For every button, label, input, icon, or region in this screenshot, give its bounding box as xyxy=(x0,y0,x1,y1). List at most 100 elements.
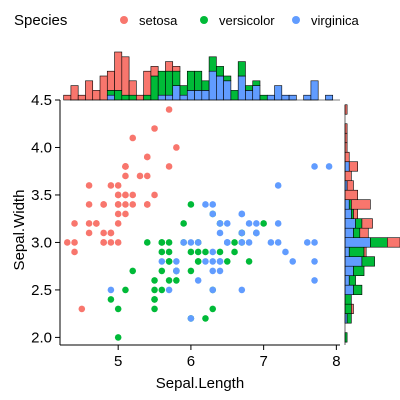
point-virginica xyxy=(289,258,297,265)
point-virginica xyxy=(311,277,318,284)
top-hist-bar-virginica xyxy=(325,94,334,101)
top-hist-bar-virginica xyxy=(223,80,232,101)
point-virginica xyxy=(194,277,202,284)
point-setosa xyxy=(114,191,122,199)
point-versicolor xyxy=(158,248,166,256)
right-hist-bar-virginica xyxy=(344,246,350,257)
top-hist-bar-versicolor xyxy=(237,61,246,77)
point-setosa xyxy=(114,182,122,189)
point-versicolor xyxy=(245,258,253,265)
right-hist-bar-setosa xyxy=(351,303,354,314)
y-tick-label: 4.0 xyxy=(31,139,52,156)
point-versicolor xyxy=(129,267,137,275)
point-versicolor xyxy=(122,286,129,294)
right-hist-bar-setosa xyxy=(344,104,348,115)
right-hist-bar-virginica xyxy=(344,275,350,286)
right-hist-bar-setosa xyxy=(344,170,352,182)
point-versicolor xyxy=(151,286,158,294)
x-tick-label: 8 xyxy=(332,353,340,370)
point-versicolor xyxy=(165,248,173,256)
right-hist-bar-setosa xyxy=(387,237,400,248)
y-axis-ticks: 2.0 2.5 3.0 3.5 4.0 4.5 xyxy=(31,92,60,346)
point-setosa xyxy=(129,191,137,199)
data-points xyxy=(63,106,333,341)
point-virginica xyxy=(216,258,224,265)
point-versicolor xyxy=(194,258,202,265)
right-hist-bar-versicolor xyxy=(353,284,363,295)
point-versicolor xyxy=(180,220,187,227)
legend-title: Species xyxy=(14,12,67,29)
point-setosa xyxy=(151,191,158,199)
top-hist-bar-versicolor xyxy=(216,66,224,77)
top-hist-bar-setosa xyxy=(150,66,159,77)
point-versicolor xyxy=(143,239,151,246)
top-hist-bar-versicolor xyxy=(230,90,239,101)
top-hist-bar-setosa xyxy=(143,70,152,96)
x-axis-ticks: 5 6 7 8 xyxy=(114,345,341,370)
point-versicolor xyxy=(223,258,231,265)
top-hist-bar-setosa xyxy=(70,85,79,101)
point-setosa xyxy=(107,239,115,246)
top-hist-bar-virginica xyxy=(208,70,217,101)
right-hist-bar-versicolor xyxy=(355,218,363,229)
point-setosa xyxy=(93,220,100,227)
legend-key-virginica xyxy=(292,16,300,24)
top-hist-bar-virginica xyxy=(266,94,275,101)
right-hist-bar-versicolor xyxy=(344,332,348,343)
point-setosa xyxy=(173,144,180,151)
point-virginica xyxy=(165,286,173,294)
right-hist-bar-setosa xyxy=(361,218,373,229)
scatter-panel: 5 6 7 8 2.0 2.5 3.0 3.5 4.0 4.5 xyxy=(31,92,340,370)
point-versicolor xyxy=(187,267,195,275)
point-virginica xyxy=(274,239,282,246)
point-setosa xyxy=(85,229,93,237)
top-hist-bar-virginica xyxy=(165,94,174,101)
point-virginica xyxy=(209,258,217,265)
point-versicolor xyxy=(187,248,195,256)
point-versicolor xyxy=(158,267,166,275)
point-setosa xyxy=(122,172,129,180)
point-setosa xyxy=(100,239,107,246)
point-setosa xyxy=(85,201,93,208)
right-hist-bar-virginica xyxy=(344,180,348,191)
point-setosa xyxy=(122,163,129,170)
top-hist-bar-versicolor xyxy=(208,56,217,72)
right-hist-bar-versicolor xyxy=(351,208,354,220)
right-hist-bar-versicolor xyxy=(348,246,365,257)
point-setosa xyxy=(122,210,129,218)
point-setosa xyxy=(85,182,93,189)
top-hist-bar-versicolor xyxy=(165,70,174,96)
point-setosa xyxy=(151,125,158,132)
right-hist-bar-versicolor xyxy=(361,256,375,267)
point-virginica xyxy=(216,220,224,227)
y-tick-label: 2.5 xyxy=(31,282,52,299)
right-hist-bar-virginica xyxy=(344,265,354,276)
top-hist-bar-virginica xyxy=(288,94,297,101)
point-setosa xyxy=(85,220,93,227)
right-hist-bar-versicolor xyxy=(344,294,352,305)
point-setosa xyxy=(71,220,78,227)
right-hist-bar-setosa xyxy=(353,208,358,220)
top-hist-bar-versicolor xyxy=(114,90,123,101)
point-versicolor xyxy=(173,277,180,284)
right-hist-bar-virginica xyxy=(344,237,371,248)
right-hist-bar-versicolor xyxy=(353,265,365,276)
top-hist-bar-virginica xyxy=(106,94,115,101)
right-hist-bar-versicolor xyxy=(346,313,352,324)
top-hist-bar-setosa xyxy=(165,61,174,72)
point-versicolor xyxy=(151,305,158,313)
point-setosa xyxy=(143,153,151,161)
right-hist-bar-setosa xyxy=(359,227,369,238)
top-hist-bar-setosa xyxy=(136,94,144,101)
right-hist-bar-setosa xyxy=(344,132,348,144)
top-hist-bar-versicolor xyxy=(179,85,188,96)
top-hist-bar-virginica xyxy=(303,94,312,101)
point-virginica xyxy=(311,163,318,170)
point-versicolor xyxy=(187,201,195,208)
point-versicolor xyxy=(194,248,202,256)
right-hist-bar-virginica xyxy=(344,284,354,295)
point-virginica xyxy=(158,258,166,265)
right-hist-bar-setosa xyxy=(363,246,367,257)
point-versicolor xyxy=(165,239,173,246)
point-setosa xyxy=(107,182,115,189)
